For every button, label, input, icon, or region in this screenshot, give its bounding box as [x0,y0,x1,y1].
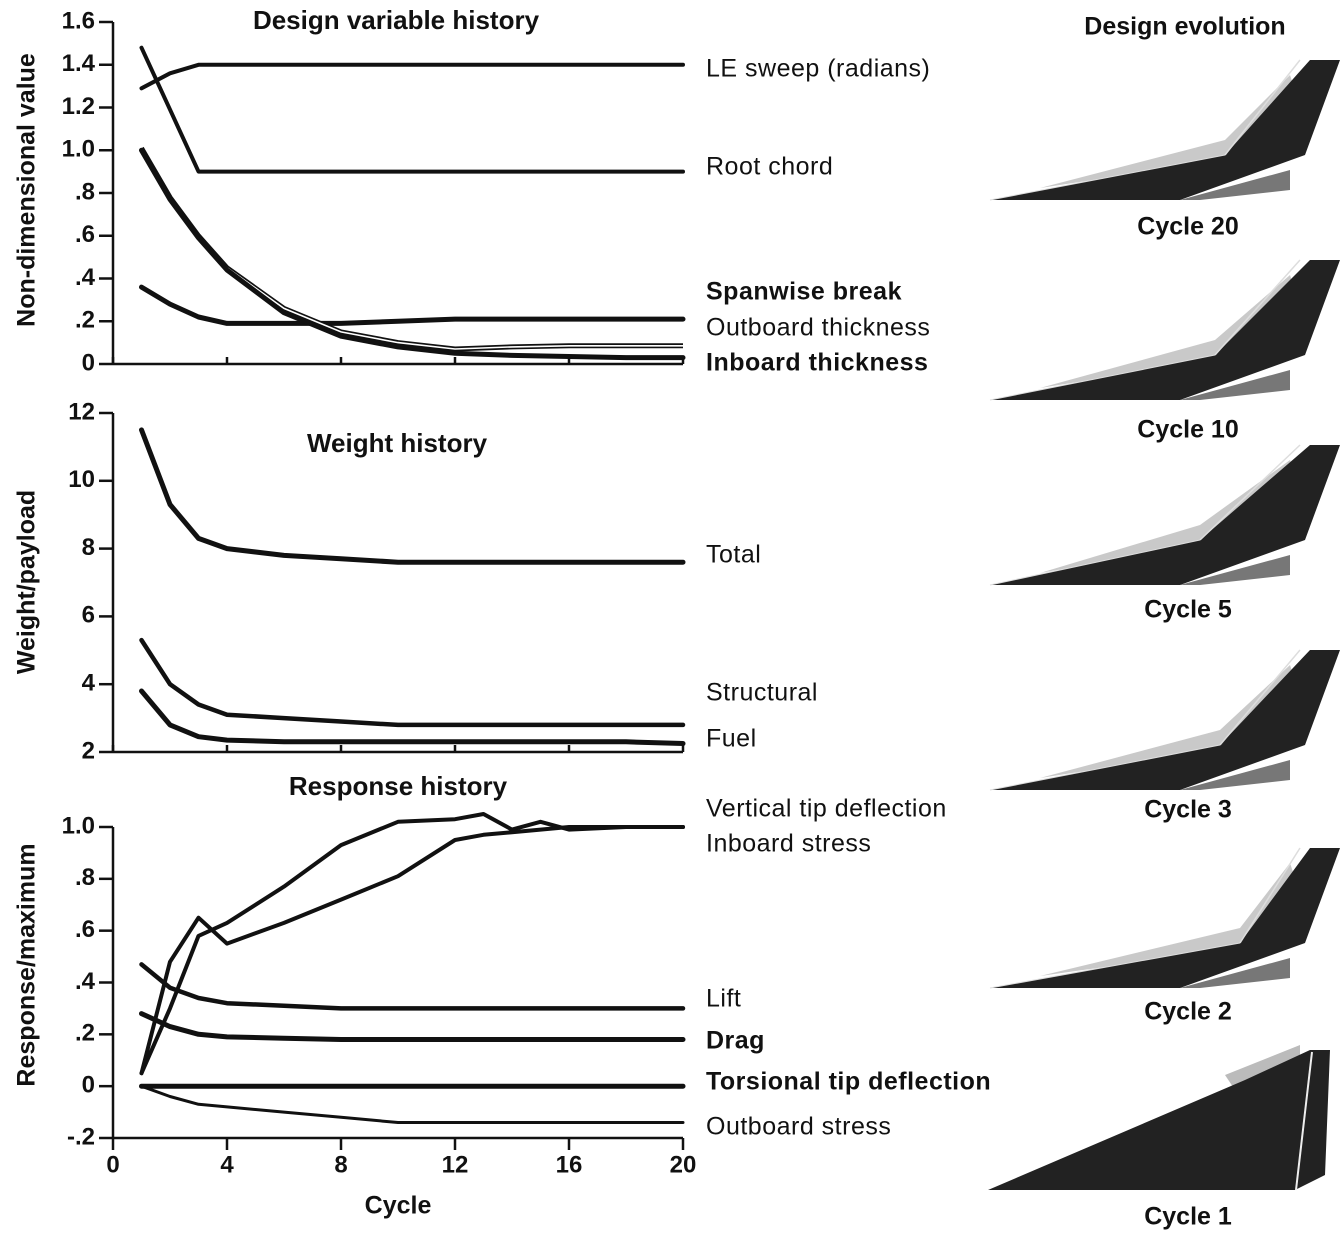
evolution-label: Cycle 2 [1144,998,1232,1026]
chart-title: Design variable history [253,5,540,35]
y-tick-label: 1.2 [62,93,95,120]
y-tick-label: 2 [82,737,95,764]
y-tick-label: 10 [68,466,95,493]
x-tick-label: 16 [556,1151,583,1178]
y-tick-label: .6 [75,221,95,248]
evolution-label: Cycle 10 [1137,416,1238,444]
y-tick-label: 1.6 [62,7,95,34]
series-line [142,150,684,357]
y-tick-label: 8 [82,534,95,561]
y-axis-title: Weight/payload [13,490,41,674]
x-tick-label: 8 [334,1151,347,1178]
series-label: Outboard thickness [706,314,930,342]
series-label: Drag [706,1027,765,1055]
y-tick-label: 1.0 [62,812,95,839]
y-axis-title: Response/maximum [13,843,41,1086]
y-tick-label: 6 [82,602,95,629]
y-tick-label: .8 [75,178,95,205]
y-tick-label: .4 [75,264,96,291]
series-label: Vertical tip deflection [706,795,947,823]
series-label: Fuel [706,725,757,753]
series-label: LE sweep (radians) [706,55,930,83]
series-label: Root chord [706,153,833,181]
series-line [142,964,684,1008]
series-label: Spanwise break [706,278,902,306]
series-label: Total [706,541,761,569]
figure: Design evolution Design variable history… [0,0,1342,1237]
series-label: Inboard stress [706,830,871,858]
series-line [142,1014,684,1040]
x-tick-label: 12 [442,1151,469,1178]
y-tick-label: 12 [68,398,95,425]
wing [988,1050,1330,1190]
series-line [142,691,684,744]
y-tick-label: 0 [82,349,95,376]
series-line [142,640,684,725]
evolution-label: Cycle 3 [1144,796,1232,824]
y-tick-label: .6 [75,916,95,943]
evolution-label: Cycle 20 [1137,213,1238,241]
y-axis-title: Non-dimensional value [13,53,41,327]
series-label: Inboard thickness [706,349,928,377]
y-tick-label: -.2 [67,1123,95,1150]
series-line [142,65,684,89]
series-label: Lift [706,985,741,1013]
evolution-label: Cycle 5 [1144,596,1232,624]
evolution-title: Design evolution [1084,13,1285,41]
series-line [142,1086,684,1122]
chart-title: Weight history [307,428,488,458]
y-tick-label: .4 [75,968,96,995]
x-axis-title: Cycle [365,1192,432,1220]
y-tick-label: 1.0 [62,136,95,163]
series-label: Outboard stress [706,1113,891,1141]
x-tick-label: 4 [220,1151,234,1178]
chart-title: Response history [289,771,508,801]
x-tick-label: 0 [106,1151,119,1178]
y-tick-label: .8 [75,864,95,891]
y-tick-label: 1.4 [62,50,96,77]
series-line [142,287,684,323]
x-tick-label: 20 [670,1151,697,1178]
y-tick-label: 4 [82,670,96,697]
y-tick-label: 0 [82,1072,95,1099]
y-tick-label: .2 [75,307,95,334]
evolution-label: Cycle 1 [1144,1203,1232,1231]
series-label: Structural [706,679,818,707]
y-tick-label: .2 [75,1020,95,1047]
series-label: Torsional tip deflection [706,1068,991,1096]
